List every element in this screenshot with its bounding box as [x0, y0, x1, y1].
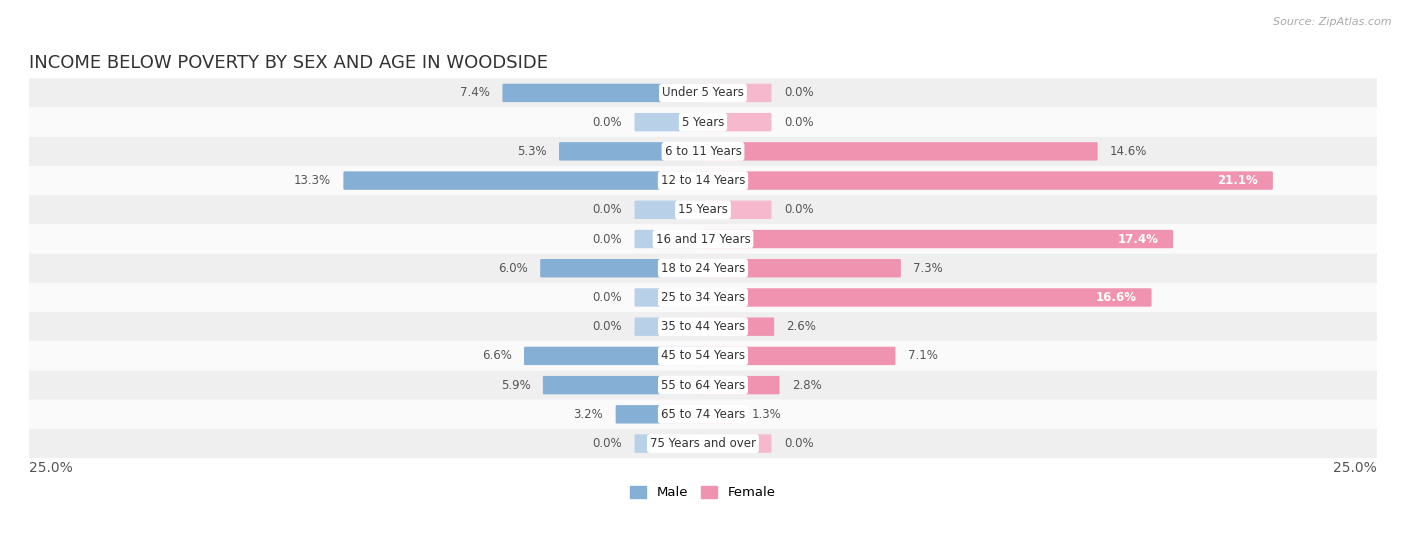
FancyBboxPatch shape — [702, 259, 901, 277]
Text: 25.0%: 25.0% — [1333, 461, 1376, 475]
FancyBboxPatch shape — [543, 376, 704, 394]
Text: 5 Years: 5 Years — [682, 116, 724, 129]
Text: 7.1%: 7.1% — [908, 349, 938, 362]
FancyBboxPatch shape — [524, 347, 704, 365]
FancyBboxPatch shape — [1, 371, 1405, 400]
Text: 55 to 64 Years: 55 to 64 Years — [661, 378, 745, 392]
FancyBboxPatch shape — [634, 113, 704, 131]
FancyBboxPatch shape — [502, 84, 704, 102]
Text: 21.1%: 21.1% — [1218, 174, 1258, 187]
FancyBboxPatch shape — [702, 434, 772, 453]
Text: INCOME BELOW POVERTY BY SEX AND AGE IN WOODSIDE: INCOME BELOW POVERTY BY SEX AND AGE IN W… — [30, 54, 548, 73]
FancyBboxPatch shape — [702, 405, 740, 424]
Text: 14.6%: 14.6% — [1111, 145, 1147, 158]
FancyBboxPatch shape — [560, 142, 704, 160]
Text: 16.6%: 16.6% — [1097, 291, 1137, 304]
FancyBboxPatch shape — [702, 288, 1152, 307]
Text: 0.0%: 0.0% — [785, 203, 814, 216]
FancyBboxPatch shape — [634, 318, 704, 336]
Text: 5.3%: 5.3% — [517, 145, 547, 158]
Text: 15 Years: 15 Years — [678, 203, 728, 216]
FancyBboxPatch shape — [634, 201, 704, 219]
FancyBboxPatch shape — [702, 347, 896, 365]
FancyBboxPatch shape — [702, 142, 1098, 160]
Text: 25.0%: 25.0% — [30, 461, 73, 475]
FancyBboxPatch shape — [702, 172, 1272, 190]
Text: 3.2%: 3.2% — [574, 408, 603, 421]
Text: 18 to 24 Years: 18 to 24 Years — [661, 262, 745, 274]
FancyBboxPatch shape — [1, 283, 1405, 312]
Text: 65 to 74 Years: 65 to 74 Years — [661, 408, 745, 421]
Text: 25 to 34 Years: 25 to 34 Years — [661, 291, 745, 304]
FancyBboxPatch shape — [702, 376, 779, 394]
Text: 1.3%: 1.3% — [752, 408, 782, 421]
FancyBboxPatch shape — [702, 230, 1173, 248]
FancyBboxPatch shape — [702, 201, 772, 219]
FancyBboxPatch shape — [1, 342, 1405, 371]
Text: Under 5 Years: Under 5 Years — [662, 87, 744, 100]
Text: 13.3%: 13.3% — [294, 174, 330, 187]
Text: 5.9%: 5.9% — [501, 378, 530, 392]
FancyBboxPatch shape — [1, 312, 1405, 342]
FancyBboxPatch shape — [702, 113, 772, 131]
Text: 6.0%: 6.0% — [498, 262, 527, 274]
FancyBboxPatch shape — [702, 318, 775, 336]
FancyBboxPatch shape — [1, 224, 1405, 254]
FancyBboxPatch shape — [540, 259, 704, 277]
FancyBboxPatch shape — [634, 230, 704, 248]
Text: 0.0%: 0.0% — [592, 291, 621, 304]
Text: 45 to 54 Years: 45 to 54 Years — [661, 349, 745, 362]
Text: 35 to 44 Years: 35 to 44 Years — [661, 320, 745, 333]
FancyBboxPatch shape — [1, 107, 1405, 137]
Text: 7.4%: 7.4% — [460, 87, 491, 100]
Text: 0.0%: 0.0% — [592, 437, 621, 450]
FancyBboxPatch shape — [616, 405, 704, 424]
Text: 0.0%: 0.0% — [785, 437, 814, 450]
Text: 0.0%: 0.0% — [592, 203, 621, 216]
FancyBboxPatch shape — [1, 137, 1405, 166]
Text: 6 to 11 Years: 6 to 11 Years — [665, 145, 741, 158]
Text: 75 Years and over: 75 Years and over — [650, 437, 756, 450]
FancyBboxPatch shape — [702, 84, 772, 102]
Text: 0.0%: 0.0% — [592, 320, 621, 333]
FancyBboxPatch shape — [1, 195, 1405, 224]
FancyBboxPatch shape — [1, 254, 1405, 283]
FancyBboxPatch shape — [1, 78, 1405, 107]
Text: 2.8%: 2.8% — [792, 378, 821, 392]
FancyBboxPatch shape — [1, 400, 1405, 429]
Text: 7.3%: 7.3% — [914, 262, 943, 274]
Text: 0.0%: 0.0% — [592, 233, 621, 245]
FancyBboxPatch shape — [343, 172, 704, 190]
Text: 2.6%: 2.6% — [786, 320, 817, 333]
FancyBboxPatch shape — [634, 434, 704, 453]
Text: 16 and 17 Years: 16 and 17 Years — [655, 233, 751, 245]
Text: 0.0%: 0.0% — [785, 87, 814, 100]
Text: 0.0%: 0.0% — [592, 116, 621, 129]
Text: 6.6%: 6.6% — [482, 349, 512, 362]
FancyBboxPatch shape — [1, 166, 1405, 195]
Text: 0.0%: 0.0% — [785, 116, 814, 129]
FancyBboxPatch shape — [634, 288, 704, 307]
FancyBboxPatch shape — [1, 429, 1405, 458]
Legend: Male, Female: Male, Female — [626, 481, 780, 505]
Text: Source: ZipAtlas.com: Source: ZipAtlas.com — [1274, 17, 1392, 27]
Text: 12 to 14 Years: 12 to 14 Years — [661, 174, 745, 187]
Text: 17.4%: 17.4% — [1118, 233, 1159, 245]
